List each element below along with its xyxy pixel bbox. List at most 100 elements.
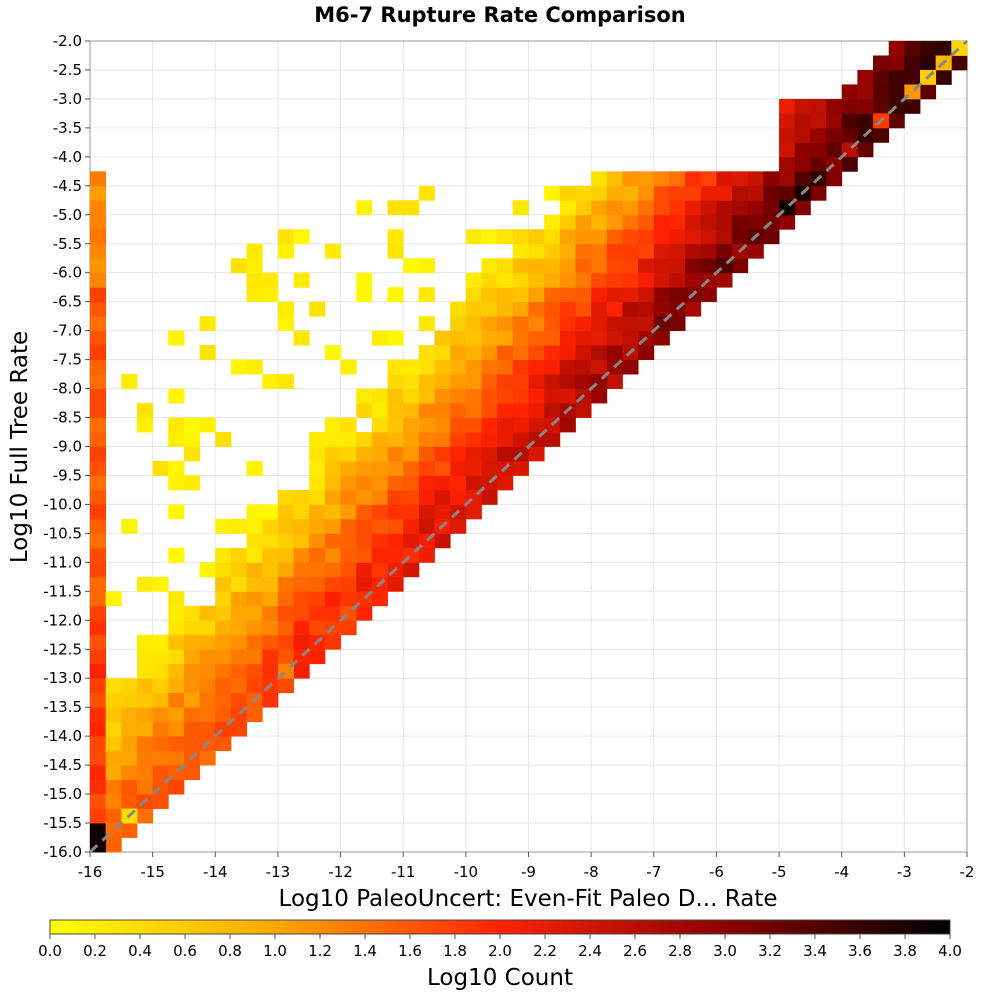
heatmap-cell xyxy=(591,171,608,187)
heatmap-cell xyxy=(888,113,905,129)
heatmap-cell xyxy=(371,417,388,433)
heatmap-cell xyxy=(450,359,467,375)
heatmap-cell xyxy=(544,258,561,274)
y-tick-label: -14.0 xyxy=(43,727,82,745)
heatmap-cell xyxy=(262,649,279,665)
heatmap-cell xyxy=(685,171,702,187)
heatmap-cell xyxy=(199,692,216,708)
heatmap-cell xyxy=(371,533,388,549)
heatmap-cell xyxy=(215,518,232,534)
heatmap-cell xyxy=(638,345,655,361)
heatmap-cell xyxy=(387,533,404,549)
heatmap-cell xyxy=(246,359,263,375)
heatmap-cell xyxy=(418,388,435,404)
heatmap-cell xyxy=(246,504,263,520)
heatmap-cell xyxy=(293,591,310,607)
heatmap-cell xyxy=(230,576,248,592)
colorbar-label: Log10 Count xyxy=(427,965,573,991)
heatmap-cell xyxy=(622,287,639,303)
heatmap-cell xyxy=(888,69,905,85)
heatmap-cell xyxy=(497,301,514,317)
heatmap-cell xyxy=(152,663,169,679)
heatmap-cell xyxy=(544,272,561,288)
heatmap-cell xyxy=(371,518,388,534)
heatmap-cell xyxy=(183,707,201,723)
heatmap-cell xyxy=(465,403,482,418)
heatmap-cell xyxy=(90,707,107,723)
heatmap-cell xyxy=(277,243,294,259)
x-tick-label: -12 xyxy=(328,863,353,881)
heatmap-cell xyxy=(622,214,639,230)
heatmap-cell xyxy=(528,359,545,375)
heatmap-cell xyxy=(340,576,357,592)
heatmap-cell xyxy=(450,417,467,433)
heatmap-cell xyxy=(481,359,498,375)
heatmap-cell xyxy=(512,229,529,245)
heatmap-cell xyxy=(293,620,310,636)
heatmap-cell xyxy=(810,98,827,114)
heatmap-cell xyxy=(841,156,858,172)
heatmap-cell xyxy=(559,374,576,389)
heatmap-cell xyxy=(434,432,451,447)
heatmap-cell xyxy=(90,460,107,476)
heatmap-cell xyxy=(90,301,107,317)
heatmap-cell xyxy=(434,345,451,361)
heatmap-cell xyxy=(638,258,655,274)
y-tick-label: -8.0 xyxy=(53,380,82,398)
y-tick-label: -2.5 xyxy=(53,61,82,79)
heatmap-cell xyxy=(512,403,529,418)
heatmap-cell xyxy=(262,374,279,389)
heatmap-cell xyxy=(669,243,686,259)
heatmap-cell xyxy=(309,591,326,607)
heatmap-cell xyxy=(293,562,310,578)
heatmap-cell xyxy=(183,663,201,679)
heatmap-cell xyxy=(873,84,890,100)
heatmap-cell xyxy=(293,605,310,621)
heatmap-cell xyxy=(450,460,467,476)
heatmap-cell xyxy=(356,489,373,505)
heatmap-cell xyxy=(136,663,154,679)
heatmap-cell xyxy=(246,547,263,563)
heatmap-cell xyxy=(121,518,138,534)
heatmap-cell xyxy=(277,605,294,621)
heatmap-cell xyxy=(324,489,341,505)
heatmap-cell xyxy=(497,272,514,288)
heatmap-cell xyxy=(277,316,294,332)
heatmap-cell xyxy=(90,678,107,694)
heatmap-cell xyxy=(559,258,576,274)
heatmap-cell xyxy=(465,388,482,404)
colorbar-tick-label: 2.0 xyxy=(488,942,512,960)
heatmap-cell xyxy=(528,316,545,332)
heatmap-cell xyxy=(230,359,248,375)
heatmap-cell xyxy=(168,460,185,476)
heatmap-cell xyxy=(418,475,435,491)
heatmap-cell xyxy=(403,504,420,520)
heatmap-cell xyxy=(324,518,341,534)
heatmap-cell xyxy=(716,171,733,187)
heatmap-cell xyxy=(904,55,921,71)
heatmap-cell xyxy=(136,779,154,795)
heatmap-cell xyxy=(559,185,576,201)
heatmap-cell xyxy=(669,258,686,274)
heatmap-cell xyxy=(324,243,341,259)
heatmap-cell xyxy=(450,330,467,346)
heatmap-cell xyxy=(403,533,420,549)
heatmap-cell xyxy=(403,200,420,216)
colorbar-tick-label: 3.6 xyxy=(848,942,872,960)
heatmap-cell xyxy=(309,576,326,592)
heatmap-cell xyxy=(215,547,232,563)
heatmap-cell xyxy=(152,750,169,766)
heatmap-cell xyxy=(528,374,545,389)
heatmap-cell xyxy=(340,547,357,563)
y-tick-label: -8.5 xyxy=(53,409,82,427)
heatmap-cell xyxy=(152,678,169,694)
x-tick-label: -9 xyxy=(521,863,536,881)
heatmap-cell xyxy=(215,736,232,752)
heatmap-cell xyxy=(591,214,608,230)
heatmap-cell xyxy=(309,460,326,476)
heatmap-cell xyxy=(387,518,404,534)
heatmap-cell xyxy=(230,547,248,563)
heatmap-cell xyxy=(230,258,248,274)
heatmap-cell xyxy=(199,562,216,578)
